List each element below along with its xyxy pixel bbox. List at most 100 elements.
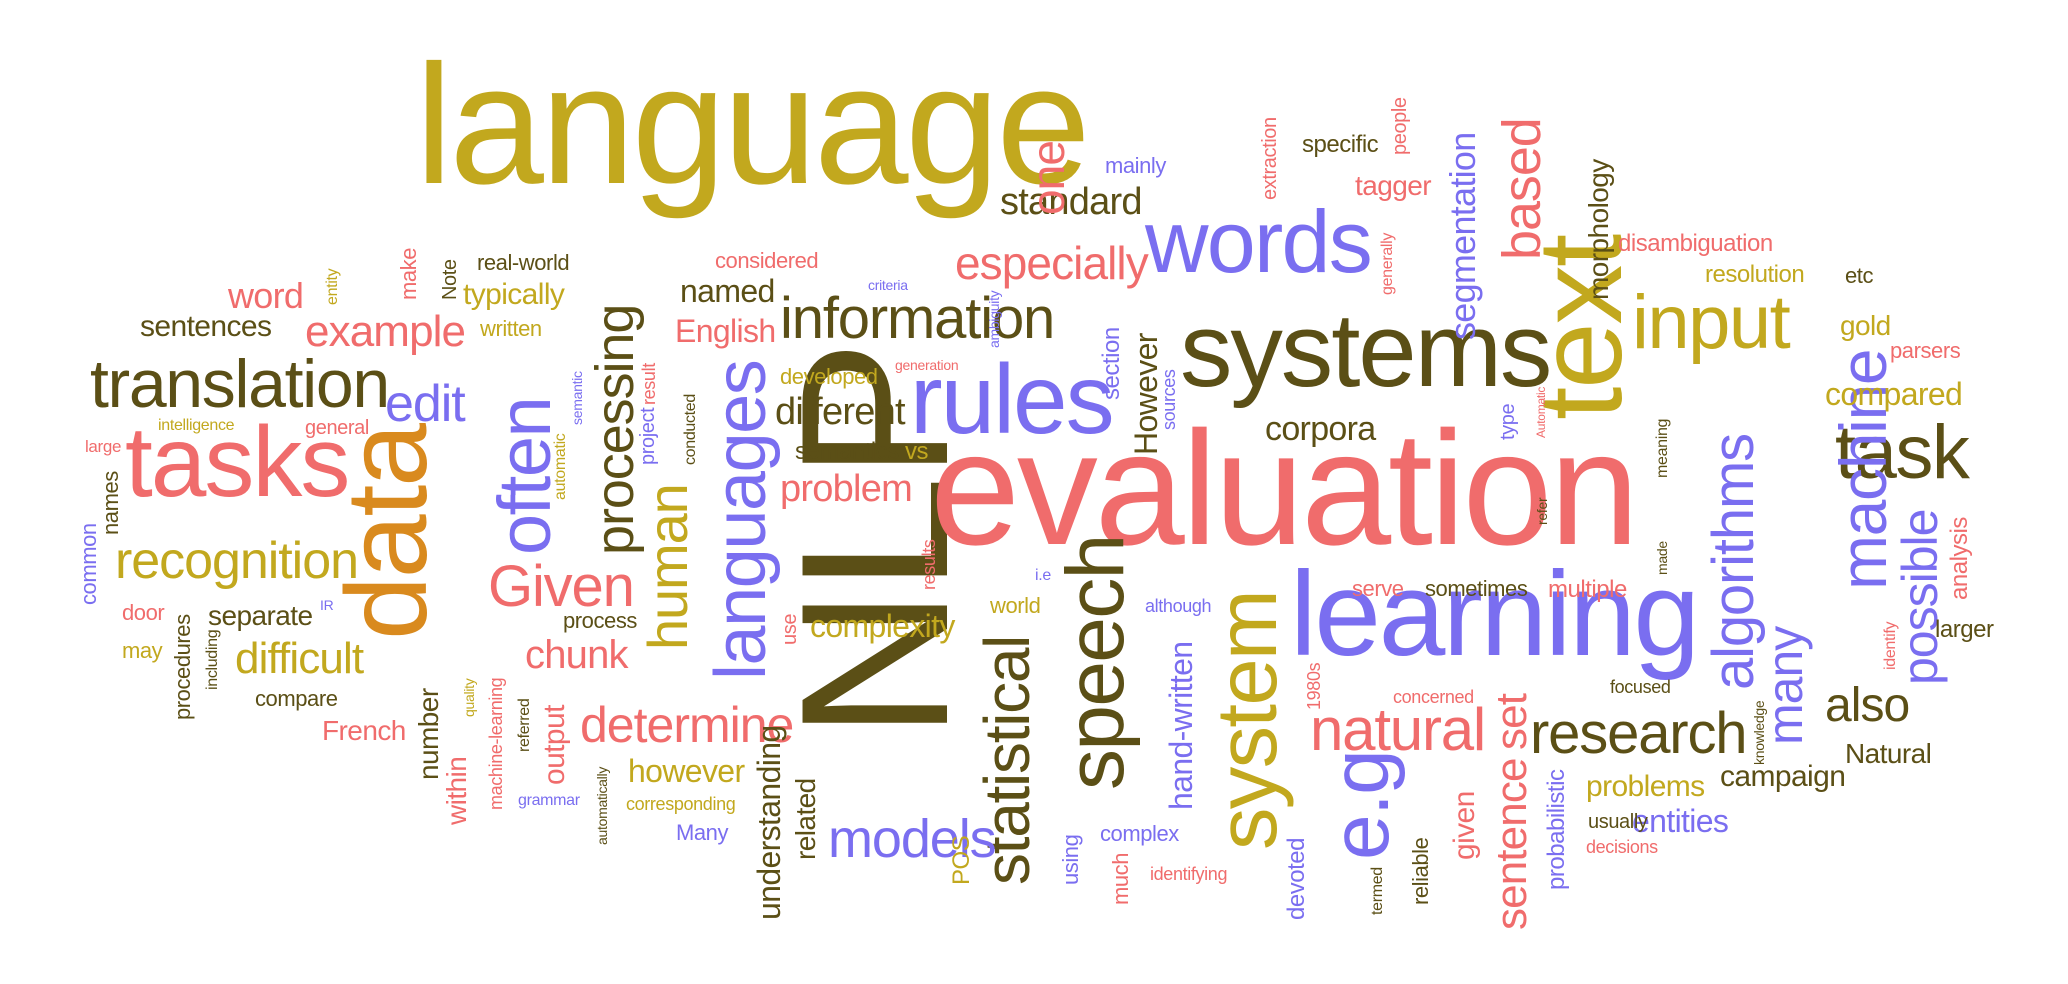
word-sentences: sentences — [140, 310, 272, 343]
word-using: using — [1058, 834, 1083, 885]
word-meaning: meaning — [1654, 418, 1671, 478]
word-analysis: analysis — [1946, 517, 1973, 600]
word-problem: problem — [780, 468, 913, 510]
word-written: written — [480, 316, 542, 341]
word-names: names — [98, 471, 123, 535]
word-mainly: mainly — [1105, 153, 1166, 178]
word-conducted: conducted — [682, 394, 699, 465]
word-devoted: devoted — [1283, 837, 1310, 920]
word-word: word — [228, 275, 304, 316]
word-models: models — [828, 809, 997, 869]
word-identify: identify — [1882, 621, 1899, 670]
word-parsers: parsers — [1890, 338, 1961, 363]
word-recognition: recognition — [115, 532, 359, 590]
word-refer: refer — [1534, 497, 1550, 525]
word-procedures: procedures — [170, 614, 195, 720]
word-usually: usually — [1588, 811, 1648, 833]
word-serve: serve — [1352, 576, 1404, 601]
word-sentence: sentence — [1487, 758, 1536, 930]
word-results: results — [919, 539, 939, 591]
word-segmentation: segmentation — [1442, 132, 1483, 340]
word-decisions: decisions — [1586, 837, 1658, 857]
word-compare: compare — [255, 686, 338, 711]
word-input: input — [1632, 280, 1791, 365]
word-specific: specific — [1302, 131, 1379, 158]
word-corresponding: corresponding — [626, 794, 736, 814]
word-1980s: 1980s — [1304, 662, 1324, 710]
word-rules: rules — [910, 344, 1115, 454]
word-automatically: automatically — [594, 766, 610, 845]
word-tasks: tasks — [125, 406, 350, 518]
word-although: although — [1145, 596, 1212, 616]
word-extraction: extraction — [1259, 117, 1281, 200]
word-typically: typically — [463, 278, 565, 311]
word-real-world: real-world — [477, 250, 570, 275]
word-including: including — [204, 629, 221, 690]
word-automatic-cap: Automatic — [1534, 386, 1548, 438]
word-considered: considered — [715, 248, 819, 273]
word-project: project — [637, 407, 659, 465]
word-natural-cap: Natural — [1845, 738, 1932, 769]
word-pos: POS — [948, 835, 975, 885]
word-edit: edit — [385, 375, 466, 433]
word-referred: referred — [516, 698, 533, 752]
word-processing: processing — [585, 304, 645, 555]
word-complexity: complexity — [810, 608, 955, 644]
word-learning: learning — [1290, 547, 1700, 681]
word-larger: larger — [1935, 616, 1994, 643]
word-disambiguation: disambiguation — [1618, 230, 1773, 257]
word-quality: quality — [461, 678, 477, 717]
word-large: large — [85, 437, 122, 456]
word-multiple: multiple — [1548, 576, 1627, 603]
word-french: French — [322, 715, 406, 746]
word-often: often — [483, 397, 566, 555]
word-eg: e.g — [1315, 750, 1406, 860]
word-translation: translation — [90, 346, 390, 422]
word-tagger: tagger — [1355, 170, 1432, 201]
word-focused: focused — [1610, 677, 1671, 697]
word-evaluation: evaluation — [930, 398, 1639, 579]
word-based: based — [1492, 118, 1552, 260]
word-natural: natural — [1310, 696, 1486, 763]
word-common: common — [76, 523, 101, 605]
word-chunk: chunk — [525, 633, 629, 677]
word-machine-learning: machine-learning — [486, 677, 506, 810]
word-number: number — [413, 688, 444, 780]
word-door: door — [122, 600, 165, 625]
word-speech: speech — [1050, 535, 1141, 790]
word-however-cap: However — [1128, 333, 1164, 455]
word-criteria: criteria — [868, 277, 908, 293]
word-entity: entity — [324, 268, 341, 305]
word-given: given — [1448, 791, 1481, 860]
word-given-cap: Given — [488, 554, 635, 619]
word-task: task — [1835, 410, 1970, 495]
word-one: one — [1022, 141, 1074, 215]
word-automatic: automatic — [552, 433, 569, 501]
word-type: type — [1497, 403, 1519, 440]
word-output: output — [538, 705, 571, 785]
word-grammar: grammar — [518, 792, 580, 809]
word-information: information — [780, 286, 1055, 351]
word-reliable: reliable — [1408, 837, 1433, 905]
word-made: made — [1654, 541, 1670, 575]
word-generation: generation — [895, 357, 959, 373]
word-english: English — [675, 313, 776, 349]
word-systems: systems — [1180, 292, 1552, 409]
word-gold: gold — [1840, 310, 1891, 341]
word-vs: vs — [905, 438, 929, 465]
word-ambiguity: ambiguity — [986, 290, 1002, 348]
word-algorithms: algorithms — [1701, 434, 1766, 690]
word-languages: languages — [701, 360, 781, 680]
word-many-cap: Many — [676, 820, 729, 845]
word-related: related — [790, 778, 821, 860]
word-separate: separate — [208, 600, 313, 631]
word-semantics: semantics — [795, 438, 899, 465]
word-named: named — [680, 273, 775, 309]
word-people: people — [1389, 97, 1411, 155]
word-make: make — [396, 247, 421, 300]
word-campaign: campaign — [1720, 760, 1846, 793]
word-concerned: concerned — [1393, 687, 1474, 707]
word-standard: standard — [1000, 181, 1143, 223]
word-research: research — [1530, 701, 1748, 766]
